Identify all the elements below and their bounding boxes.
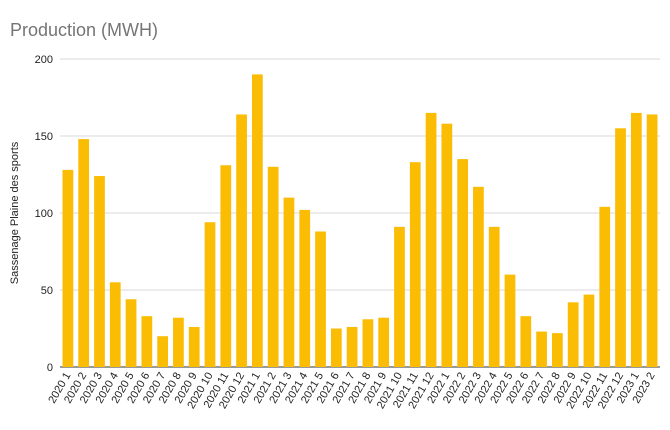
bar: [457, 159, 468, 367]
bar: [188, 326, 200, 367]
bar: [394, 226, 405, 367]
bar: [78, 139, 90, 367]
bar: [552, 333, 563, 367]
bar: [630, 112, 642, 368]
bar: [567, 302, 579, 367]
y-tick-label: 200: [35, 54, 53, 66]
bar: [362, 319, 374, 367]
bar: [173, 317, 184, 367]
y-tick-label: 150: [35, 131, 53, 143]
bar: [236, 114, 247, 367]
bar: [157, 336, 168, 367]
bar: [94, 176, 105, 367]
bar: [62, 169, 74, 367]
y-tick-labels: 0 50 100 150 200: [35, 54, 53, 374]
bar: [315, 231, 326, 367]
bars: [62, 74, 658, 368]
y-tick-label: 0: [47, 362, 53, 374]
bar: [125, 299, 137, 367]
bar: [252, 74, 263, 368]
bar: [283, 197, 295, 367]
bar: [441, 123, 453, 368]
bar: [488, 226, 500, 367]
y-tick-label: 100: [35, 208, 53, 220]
bar: [220, 165, 232, 367]
bar: [473, 186, 484, 367]
y-axis-title: Sassenage Plaine des sports: [9, 141, 21, 284]
bar: [378, 317, 390, 367]
bar: [646, 114, 658, 367]
bar: [504, 274, 516, 367]
bar: [109, 282, 121, 367]
bar: [425, 112, 437, 368]
y-tick-label: 50: [41, 285, 53, 297]
bar: [409, 162, 421, 367]
bar: [536, 331, 547, 367]
bar: [615, 128, 626, 367]
bar: [599, 206, 611, 367]
bar: [583, 294, 595, 367]
bar: [346, 326, 358, 367]
bar: [330, 328, 342, 367]
bar: [267, 166, 279, 367]
chart-title: Production (MWH): [10, 20, 158, 40]
bar: [141, 316, 153, 367]
bar: [204, 222, 216, 367]
bar: [299, 209, 311, 367]
bar: [520, 316, 532, 367]
